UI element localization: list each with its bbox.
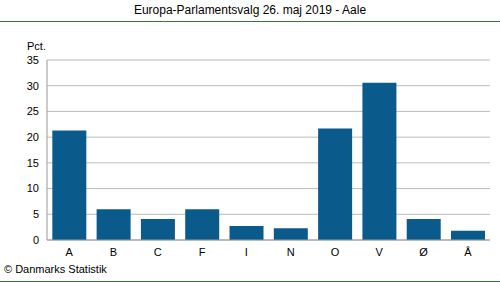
svg-text:Ø: Ø	[419, 246, 428, 258]
svg-text:C: C	[154, 246, 162, 258]
svg-text:5: 5	[33, 208, 39, 220]
html-text:Europa-Parlamentsvalg 26. maj: Europa-Parlamentsvalg 26. maj 2019 - Aal…	[133, 3, 367, 17]
svg-text:25: 25	[27, 105, 39, 117]
svg-text:Å: Å	[464, 246, 472, 258]
svg-text:30: 30	[27, 80, 39, 92]
svg-text:20: 20	[27, 131, 39, 143]
html-text:Pct.: Pct.	[27, 40, 46, 52]
svg-text:O: O	[331, 246, 340, 258]
svg-text:I: I	[245, 246, 248, 258]
svg-text:15: 15	[27, 157, 39, 169]
svg-text:10: 10	[27, 182, 39, 194]
svg-text:F: F	[199, 246, 206, 258]
svg-text:N: N	[287, 246, 295, 258]
svg-text:V: V	[376, 246, 384, 258]
svg-text:0: 0	[33, 234, 39, 246]
svg-text:35: 35	[27, 54, 39, 66]
svg-text:B: B	[110, 246, 117, 258]
svg-text:A: A	[65, 246, 73, 258]
html-text:© Danmarks Statistik: © Danmarks Statistik	[4, 263, 107, 275]
